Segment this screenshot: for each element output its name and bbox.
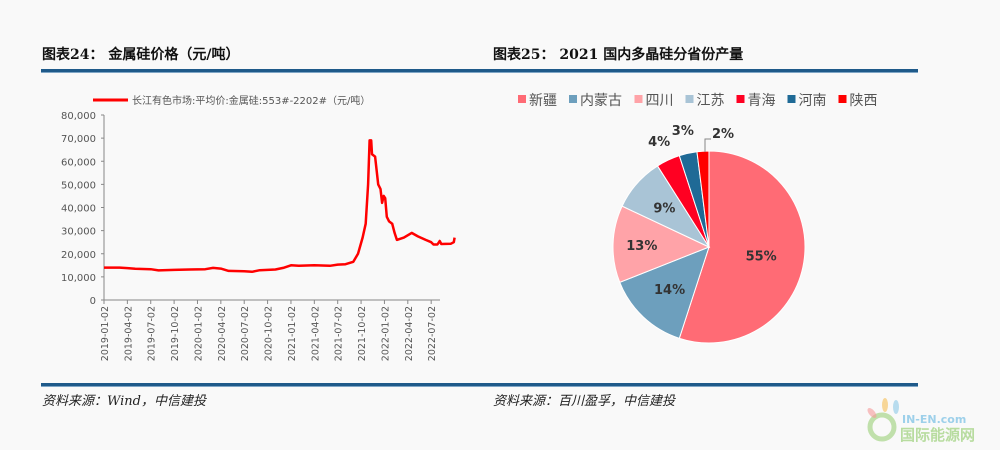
- bottom-rule: [41, 383, 918, 387]
- pie-slice-2: [612, 205, 711, 283]
- legend-swatch-0: [518, 95, 526, 103]
- price-series-line: [104, 139, 456, 274]
- y-tick-label: 40,000: [61, 204, 96, 215]
- x-tick-label: 2020-01-02: [193, 306, 204, 361]
- x-tick-label: 2019-01-02: [100, 306, 111, 361]
- y-tick-label: 30,000: [61, 227, 96, 238]
- pie-slice-1: [619, 246, 710, 339]
- legend-label: 新疆: [529, 93, 557, 109]
- legend-swatch-4: [736, 95, 745, 103]
- pie-slice-0: [678, 150, 806, 344]
- x-tick-label: 2020-10-02: [264, 306, 275, 361]
- y-tick-label: 60,000: [61, 157, 96, 168]
- x-tick-label: 2022-04-02: [404, 306, 415, 361]
- x-tick-label: 2020-04-02: [217, 306, 228, 361]
- production-pie-chart: 新疆 内蒙古 四川 江苏 青海 河南 陕西 55% 14% 13% 9% 4%3% 2%: [518, 93, 878, 344]
- x-tick-label: 2021-07-02: [334, 306, 345, 361]
- figure-24-title: 图表24： 金属硅价格（元/吨）: [42, 47, 240, 63]
- y-tick-label: 50,000: [61, 180, 96, 191]
- legend-swatch-2: [634, 95, 643, 103]
- legend-label: 内蒙古: [580, 93, 622, 109]
- legend-label: 长江有色市场:平均价:金属硅:553#-2202#（元/吨）: [132, 94, 370, 107]
- pie-label: 55%: [746, 249, 777, 264]
- legend-label: 河南: [799, 93, 827, 109]
- watermark-logo: IN-EN.com 国际能源网: [860, 395, 1000, 446]
- x-tick-label: 2021-04-02: [310, 306, 321, 361]
- legend-label: 四川: [646, 93, 674, 109]
- source-right: 资料来源：百川盈孚，中信建投: [493, 394, 676, 409]
- pie-label: 9%: [653, 202, 675, 217]
- price-line-chart: 长江有色市场:平均价:金属硅:553#-2202#（元/吨） 0 10,000 20,…: [61, 94, 456, 361]
- x-tick-label: 2021-01-02: [287, 306, 298, 361]
- x-tick-label: 2020-07-02: [240, 306, 251, 361]
- pie-slice-6: [696, 150, 710, 248]
- pie-label: 14%: [654, 283, 685, 298]
- y-tick-label: 0: [90, 296, 96, 307]
- x-tick-label: 2021-10-02: [357, 306, 368, 361]
- y-tick-label: 70,000: [61, 134, 96, 145]
- figure-25-title: 图表25： 2021 国内多晶硅分省份产量: [493, 47, 744, 63]
- pie-label: 3%: [672, 124, 694, 139]
- top-rule: [41, 69, 918, 73]
- watermark-brand: IN-EN.com: [902, 413, 966, 426]
- legend-label: 江苏: [697, 93, 725, 109]
- watermark-name: 国际能源网: [900, 426, 975, 444]
- pie-label: 2%: [712, 127, 734, 142]
- legend-swatch-3: [685, 95, 694, 103]
- x-tick-label: 2022-07-02: [427, 306, 438, 361]
- x-tick-label: 2019-04-02: [123, 306, 134, 361]
- source-left: 资料来源：Wind，中信建投: [42, 394, 206, 409]
- pie-label: 13%: [626, 239, 657, 254]
- legend-swatch-1: [569, 95, 577, 103]
- legend-label: 青海: [748, 93, 776, 109]
- legend-label: 陕西: [850, 93, 878, 109]
- legend-swatch-5: [787, 95, 796, 103]
- y-tick-label: 10,000: [61, 273, 96, 284]
- y-tick-label: 20,000: [61, 250, 96, 261]
- x-tick-label: 2019-10-02: [170, 306, 181, 361]
- x-tick-label: 2022-01-02: [380, 306, 391, 361]
- pie-label: 4%: [648, 135, 670, 150]
- legend-swatch-6: [838, 95, 847, 103]
- y-tick-label: 80,000: [61, 111, 96, 122]
- leader-line: [704, 138, 711, 152]
- x-tick-label: 2019-07-02: [147, 306, 158, 361]
